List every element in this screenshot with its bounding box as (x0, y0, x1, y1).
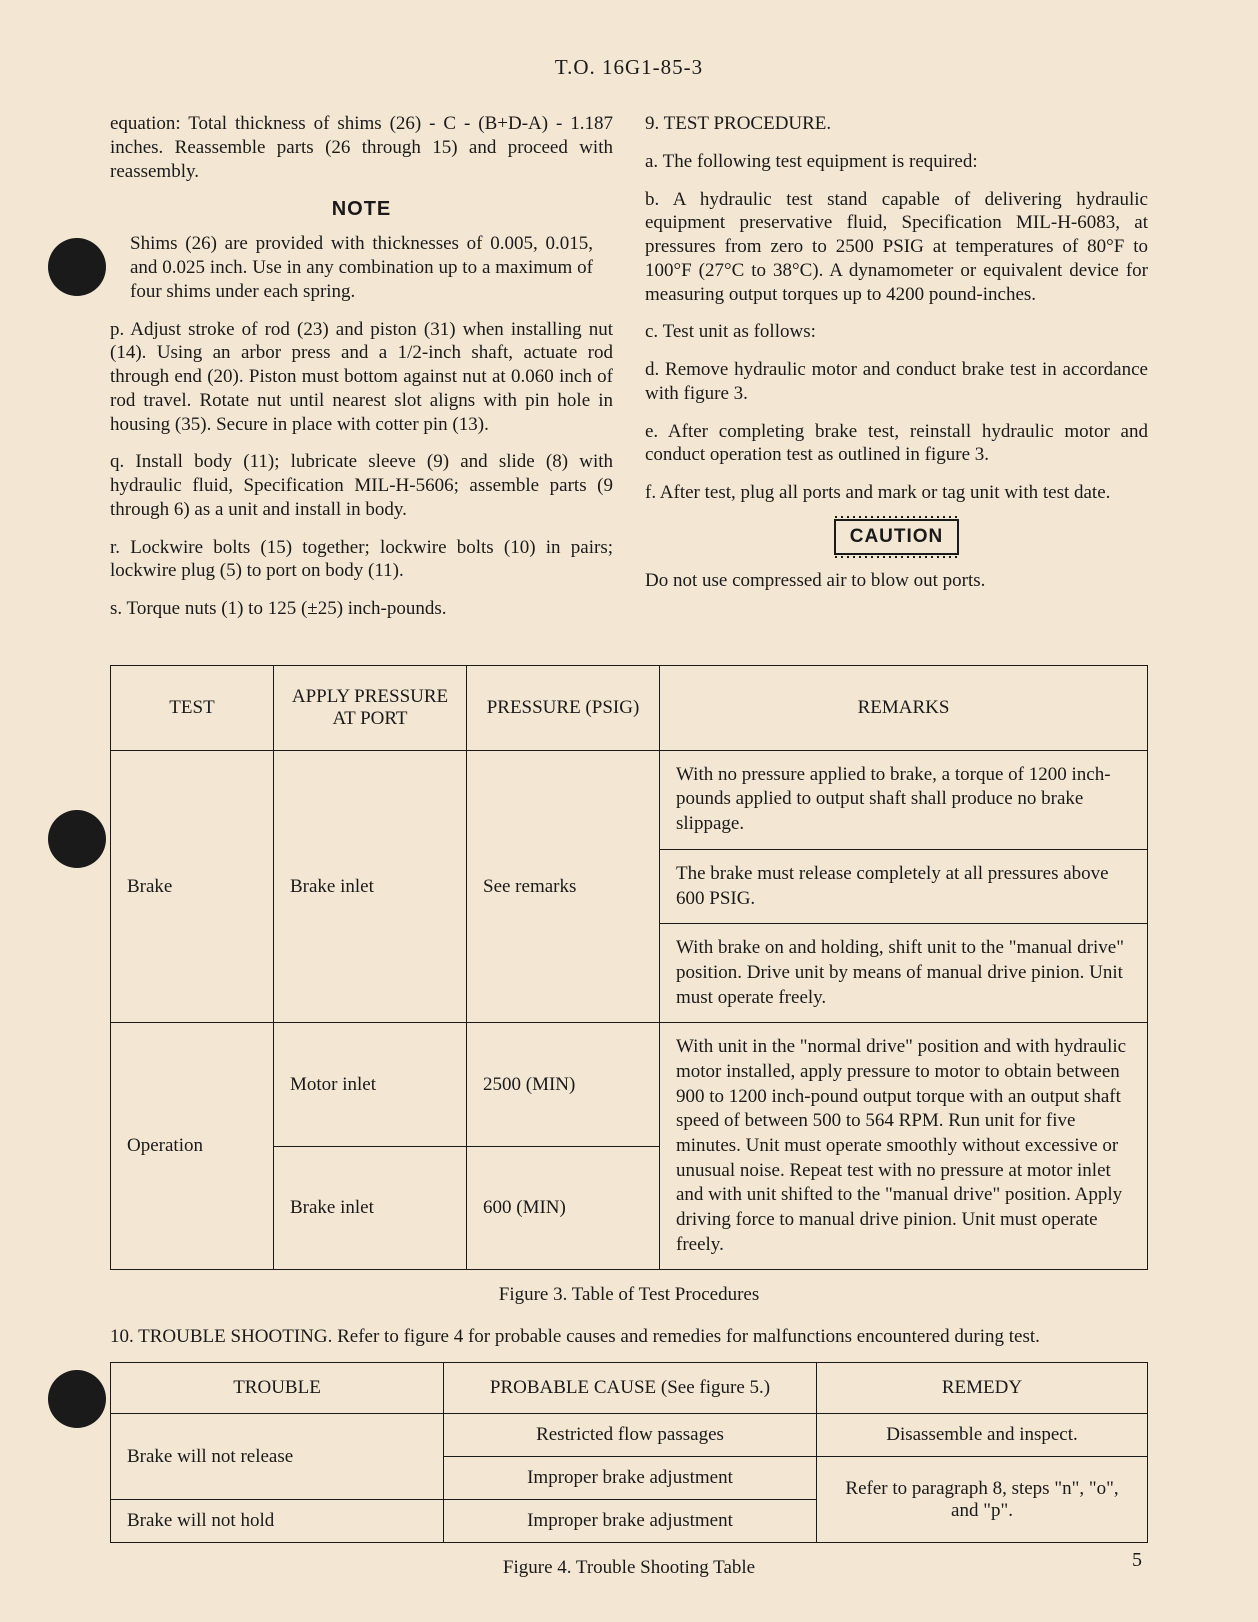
cell: Operation (111, 1023, 274, 1270)
table-row: Brake will not release Restricted flow p… (111, 1414, 1148, 1457)
paragraph: b. A hydraulic test stand capable of del… (645, 188, 1148, 307)
cell: The brake must release completely at all… (660, 849, 1148, 923)
cell: With brake on and holding, shift unit to… (660, 924, 1148, 1023)
table-header-row: TROUBLE PROBABLE CAUSE (See figure 5.) R… (111, 1363, 1148, 1414)
caution-box: CAUTION (834, 519, 960, 555)
cell: Improper brake adjustment (444, 1457, 817, 1500)
right-column: 9. TEST PROCEDURE. a. The following test… (645, 112, 1148, 635)
table-row: Operation Motor inlet 2500 (MIN) With un… (111, 1023, 1148, 1147)
col-header: REMEDY (817, 1363, 1148, 1414)
paragraph: 10. TROUBLE SHOOTING. Refer to figure 4 … (110, 1326, 1148, 1348)
cell: Brake (111, 750, 274, 1023)
paragraph: p. Adjust stroke of rod (23) and piston … (110, 318, 613, 437)
note-body: Shims (26) are provided with thicknesses… (110, 232, 613, 303)
cell: Brake inlet (274, 750, 467, 1023)
paragraph: equation: Total thickness of shims (26) … (110, 112, 613, 183)
cell: Motor inlet (274, 1023, 467, 1147)
test-procedures-table: TEST APPLY PRESSURE AT PORT PRESSURE (PS… (110, 665, 1148, 1271)
cell: Brake inlet (274, 1146, 467, 1270)
cell: Brake will not release (111, 1414, 444, 1500)
left-column: equation: Total thickness of shims (26) … (110, 112, 613, 635)
table-row: Brake Brake inlet See remarks With no pr… (111, 750, 1148, 849)
body-columns: equation: Total thickness of shims (26) … (110, 112, 1148, 635)
punch-hole-icon (48, 238, 106, 296)
figure-caption: Figure 3. Table of Test Procedures (110, 1284, 1148, 1306)
cell: See remarks (467, 750, 660, 1023)
caution-wrap: CAUTION (645, 519, 1148, 555)
col-header: PROBABLE CAUSE (See figure 5.) (444, 1363, 817, 1414)
paragraph: r. Lockwire bolts (15) together; lockwir… (110, 536, 613, 584)
paragraph: e. After completing brake test, reinstal… (645, 420, 1148, 468)
table-header-row: TEST APPLY PRESSURE AT PORT PRESSURE (PS… (111, 665, 1148, 750)
col-header: TEST (111, 665, 274, 750)
punch-hole-icon (48, 810, 106, 868)
caution-body: Do not use compressed air to blow out po… (645, 569, 1148, 593)
note-heading: NOTE (110, 197, 613, 222)
paragraph: s. Torque nuts (1) to 125 (±25) inch-pou… (110, 597, 613, 621)
cell: 600 (MIN) (467, 1146, 660, 1270)
figure-caption: Figure 4. Trouble Shooting Table (110, 1557, 1148, 1579)
col-header: PRESSURE (PSIG) (467, 665, 660, 750)
col-header: REMARKS (660, 665, 1148, 750)
section-heading: 9. TEST PROCEDURE. (645, 112, 1148, 136)
col-header: TROUBLE (111, 1363, 444, 1414)
cell: Improper brake adjustment (444, 1500, 817, 1543)
cell: With no pressure applied to brake, a tor… (660, 750, 1148, 849)
punch-hole-icon (48, 1370, 106, 1428)
col-header: APPLY PRESSURE AT PORT (274, 665, 467, 750)
page: T.O. 16G1-85-3 equation: Total thickness… (0, 0, 1258, 1622)
document-header: T.O. 16G1-85-3 (110, 55, 1148, 80)
paragraph: f. After test, plug all ports and mark o… (645, 481, 1148, 505)
cell: Refer to paragraph 8, steps "n", "o", an… (817, 1457, 1148, 1543)
paragraph: a. The following test equipment is requi… (645, 150, 1148, 174)
page-number: 5 (1132, 1549, 1142, 1572)
paragraph: d. Remove hydraulic motor and conduct br… (645, 358, 1148, 406)
cell: Brake will not hold (111, 1500, 444, 1543)
cell: Disassemble and inspect. (817, 1414, 1148, 1457)
cell: 2500 (MIN) (467, 1023, 660, 1147)
cell: Restricted flow passages (444, 1414, 817, 1457)
troubleshooting-table: TROUBLE PROBABLE CAUSE (See figure 5.) R… (110, 1362, 1148, 1543)
paragraph: c. Test unit as follows: (645, 320, 1148, 344)
cell: With unit in the "normal drive" position… (660, 1023, 1148, 1270)
paragraph: q. Install body (11); lubricate sleeve (… (110, 450, 613, 521)
